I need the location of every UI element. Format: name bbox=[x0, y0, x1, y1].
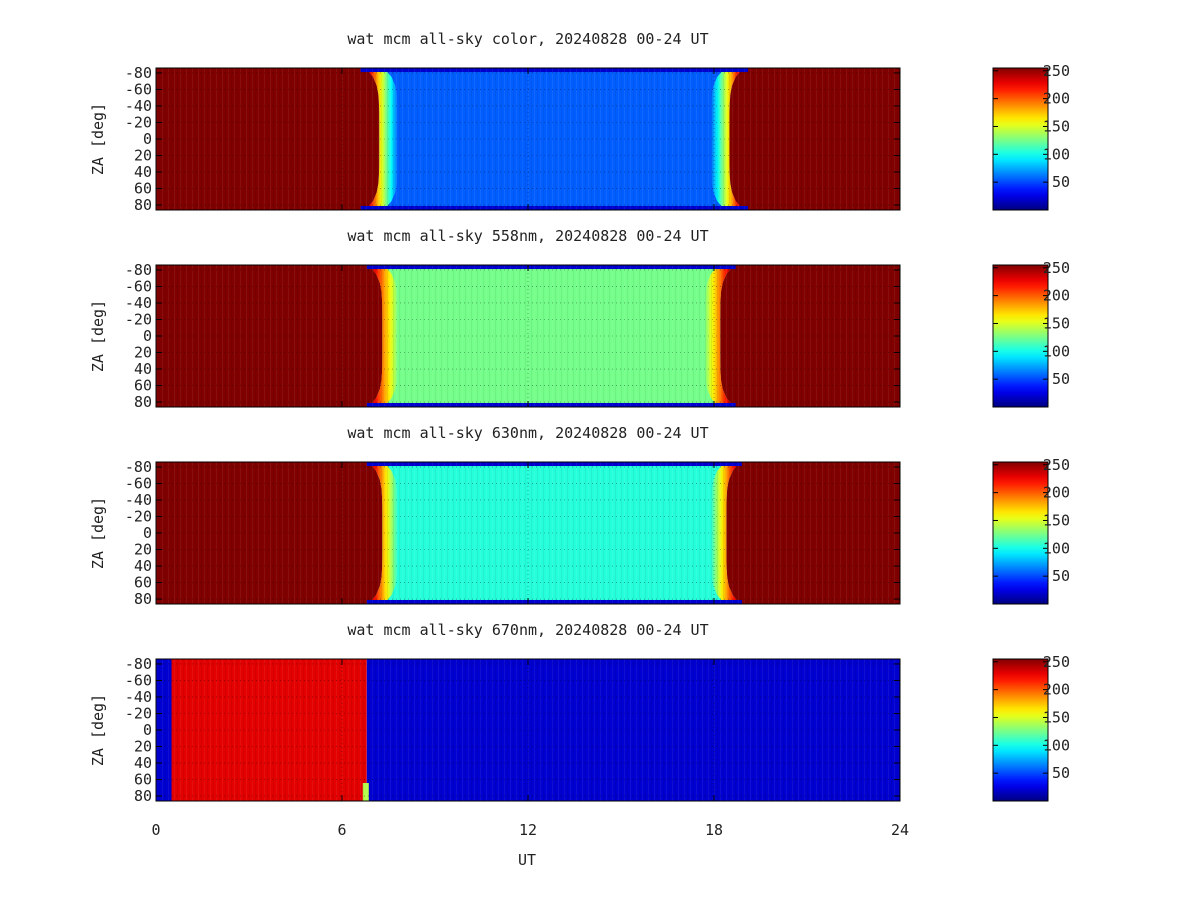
panels: wat mcm all-sky color, 20240828 00-24 UT… bbox=[89, 30, 1070, 839]
y-tick-label: 0 bbox=[143, 524, 152, 542]
grid bbox=[156, 265, 900, 407]
y-tick-label: 80 bbox=[134, 196, 152, 214]
colorbar-tick-label: 50 bbox=[1052, 764, 1070, 782]
y-tick-label: -20 bbox=[125, 113, 152, 131]
y-tick-label: 80 bbox=[134, 787, 152, 805]
y-axis-label: ZA [deg] bbox=[89, 497, 107, 569]
colorbar: 250 200 150 100 50 bbox=[992, 62, 1070, 211]
colorbar-tick-label: 250 bbox=[1043, 456, 1070, 474]
panel-3: wat mcm all-sky 630nm, 20240828 00-24 UT… bbox=[89, 424, 1070, 608]
y-tick-label: -80 bbox=[125, 64, 152, 82]
y-tick-label: 80 bbox=[134, 393, 152, 411]
colorbar-tick-label: 100 bbox=[1043, 342, 1070, 360]
colorbar-tick-label: 100 bbox=[1043, 736, 1070, 754]
y-tick-label: -40 bbox=[125, 97, 152, 115]
colorbar-tick-label: 250 bbox=[1043, 62, 1070, 80]
colorbar: 250 200 150 100 50 bbox=[992, 456, 1070, 605]
colorbar-tick-label: 200 bbox=[1043, 287, 1070, 305]
y-axis-label: ZA [deg] bbox=[89, 300, 107, 372]
panel-title: wat mcm all-sky 670nm, 20240828 00-24 UT bbox=[347, 621, 708, 639]
y-tick-label: -40 bbox=[125, 491, 152, 509]
x-tick-label: 18 bbox=[705, 821, 723, 839]
x-tick-label: 6 bbox=[337, 821, 346, 839]
colorbar-tick-label: 100 bbox=[1043, 539, 1070, 557]
x-tick-label: 24 bbox=[891, 821, 909, 839]
y-tick-label: 20 bbox=[134, 344, 152, 362]
y-tick-label: 0 bbox=[143, 721, 152, 739]
y-tick-label: 40 bbox=[134, 754, 152, 772]
grid bbox=[156, 462, 900, 604]
colorbar-tick-label: 200 bbox=[1043, 90, 1070, 108]
y-tick-label: 60 bbox=[134, 574, 152, 592]
y-tick-label: 20 bbox=[134, 738, 152, 756]
panel-2: wat mcm all-sky 558nm, 20240828 00-24 UT… bbox=[89, 227, 1070, 411]
y-tick-label: 40 bbox=[134, 557, 152, 575]
panel-title: wat mcm all-sky color, 20240828 00-24 UT bbox=[347, 30, 708, 48]
x-tick-label: 0 bbox=[151, 821, 160, 839]
colorbar-tick-label: 50 bbox=[1052, 173, 1070, 191]
y-axis-label: ZA [deg] bbox=[89, 694, 107, 766]
colorbar-tick-label: 50 bbox=[1052, 370, 1070, 388]
y-tick-label: -80 bbox=[125, 655, 152, 673]
y-tick-label: -60 bbox=[125, 80, 152, 98]
colorbar-tick-label: 50 bbox=[1052, 567, 1070, 585]
y-tick-label: 80 bbox=[134, 590, 152, 608]
y-tick-label: -60 bbox=[125, 277, 152, 295]
colorbar-tick-label: 250 bbox=[1043, 259, 1070, 277]
colorbar: 250 200 150 100 50 bbox=[992, 653, 1070, 802]
y-axis-label: ZA [deg] bbox=[89, 103, 107, 175]
colorbar-tick-label: 150 bbox=[1043, 117, 1070, 135]
colorbar-tick-label: 200 bbox=[1043, 484, 1070, 502]
y-tick-label: -40 bbox=[125, 294, 152, 312]
y-tick-label: -80 bbox=[125, 458, 152, 476]
panel-4: wat mcm all-sky 670nm, 20240828 00-24 UT… bbox=[89, 621, 1070, 805]
panel-title: wat mcm all-sky 558nm, 20240828 00-24 UT bbox=[347, 227, 708, 245]
colorbar-bar bbox=[992, 461, 1049, 605]
colorbar-tick-label: 150 bbox=[1043, 314, 1070, 332]
y-tick-label: 0 bbox=[143, 130, 152, 148]
y-tick-label: 60 bbox=[134, 377, 152, 395]
y-tick-label: 60 bbox=[134, 180, 152, 198]
y-tick-label: 20 bbox=[134, 541, 152, 559]
y-tick-label: 20 bbox=[134, 147, 152, 165]
y-tick-label: 40 bbox=[134, 360, 152, 378]
y-tick-label: -20 bbox=[125, 310, 152, 328]
colorbar-tick-label: 200 bbox=[1043, 681, 1070, 699]
x-tick-label: 12 bbox=[519, 821, 537, 839]
colorbar-tick-label: 150 bbox=[1043, 511, 1070, 529]
y-tick-label: -20 bbox=[125, 704, 152, 722]
y-tick-label: -20 bbox=[125, 507, 152, 525]
colorbar-bar bbox=[992, 264, 1049, 408]
y-tick-label: 60 bbox=[134, 771, 152, 789]
y-tick-label: -60 bbox=[125, 671, 152, 689]
panel-1: wat mcm all-sky color, 20240828 00-24 UT… bbox=[89, 30, 1070, 214]
grid bbox=[156, 68, 900, 210]
colorbar-tick-label: 250 bbox=[1043, 653, 1070, 671]
colorbar-bar bbox=[992, 658, 1049, 802]
y-tick-label: -60 bbox=[125, 474, 152, 492]
colorbar-bar bbox=[992, 67, 1049, 211]
colorbar-tick-label: 150 bbox=[1043, 708, 1070, 726]
colorbar: 250 200 150 100 50 bbox=[992, 259, 1070, 408]
colorbar-tick-label: 100 bbox=[1043, 145, 1070, 163]
y-tick-label: -80 bbox=[125, 261, 152, 279]
y-tick-label: 40 bbox=[134, 163, 152, 181]
y-tick-label: 0 bbox=[143, 327, 152, 345]
y-tick-label: -40 bbox=[125, 688, 152, 706]
x-axis-label: UT bbox=[518, 851, 536, 869]
panel-title: wat mcm all-sky 630nm, 20240828 00-24 UT bbox=[347, 424, 708, 442]
